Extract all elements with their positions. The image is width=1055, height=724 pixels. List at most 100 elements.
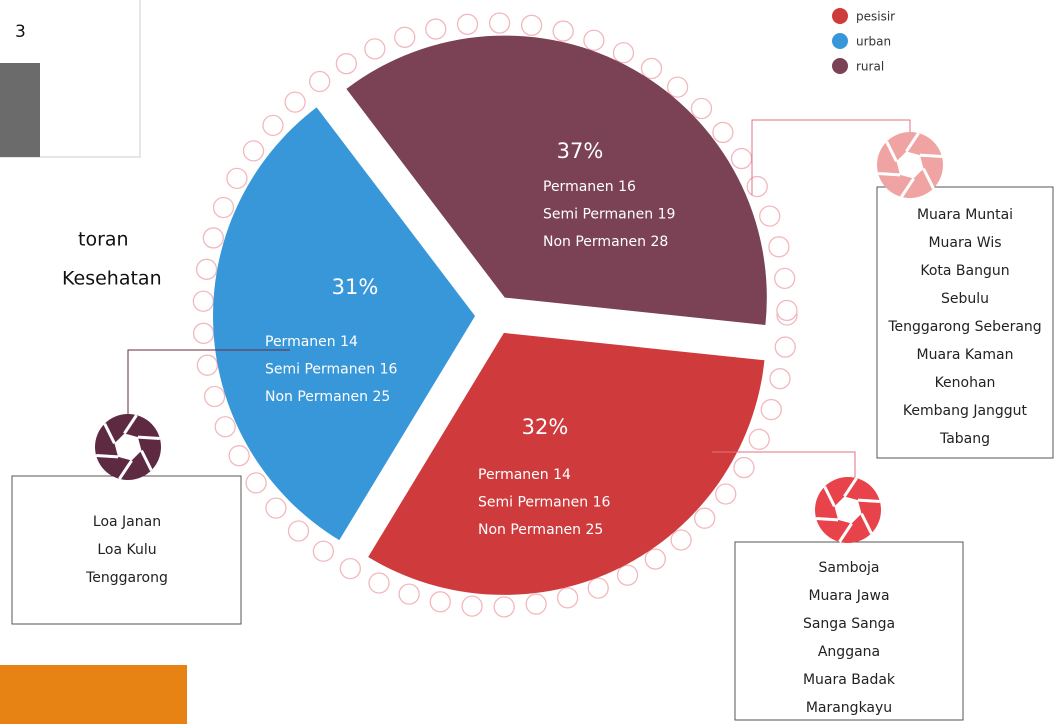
legend-label: rural xyxy=(856,60,884,74)
place-name: Kembang Janggut xyxy=(903,403,1028,419)
slice-detail: Semi Permanen 19 xyxy=(543,207,675,223)
slice-detail: Permanen 14 xyxy=(265,334,358,350)
aperture-center xyxy=(114,433,142,461)
callout-box xyxy=(734,541,964,721)
place-name: Sebulu xyxy=(941,291,989,307)
aperture-blade xyxy=(919,153,942,158)
decor-dot xyxy=(556,587,579,609)
legend-swatch xyxy=(832,8,848,24)
slice-detail: Non Permanen 25 xyxy=(265,389,390,405)
slice-detail: Non Permanen 25 xyxy=(478,522,603,538)
slice-detail: Permanen 16 xyxy=(543,179,636,195)
decor-dot xyxy=(715,483,737,505)
decor-dot xyxy=(339,557,361,580)
legend-label: pesisir xyxy=(856,10,895,24)
decor-dot xyxy=(203,385,226,408)
slice-percent: 31% xyxy=(332,275,379,299)
decor-dot xyxy=(196,354,218,376)
aperture-center xyxy=(834,496,862,524)
decor-dot xyxy=(587,577,609,599)
decor-dot xyxy=(364,38,386,60)
aperture-blade xyxy=(118,459,133,480)
decor-dot xyxy=(226,167,248,190)
decor-dot xyxy=(398,583,420,605)
decor-dot xyxy=(552,20,574,42)
aperture-blade xyxy=(816,517,839,522)
pie-slice xyxy=(368,332,765,595)
side-text: toran xyxy=(78,229,129,251)
place-name: Marangkayu xyxy=(806,700,892,716)
slice-detail: Non Permanen 28 xyxy=(543,234,668,250)
slice-detail: Semi Permanen 16 xyxy=(265,362,397,378)
decor-dot xyxy=(284,91,306,113)
decor-dot xyxy=(425,18,447,40)
slice-percent: 32% xyxy=(522,415,569,439)
decor-dot xyxy=(265,497,287,519)
decor-dot xyxy=(461,595,483,617)
aperture-blade xyxy=(922,167,935,190)
decor-dot xyxy=(774,336,796,358)
aperture-center xyxy=(896,151,924,179)
callout-box xyxy=(11,475,242,625)
decor-dot xyxy=(640,57,663,80)
decor-dot xyxy=(394,26,416,48)
decor-dot xyxy=(214,416,236,438)
decor-dot xyxy=(245,472,267,494)
place-name: Muara Kaman xyxy=(917,347,1014,363)
decor-dot xyxy=(195,258,218,280)
side-bar xyxy=(0,63,40,157)
place-name: Kota Bangun xyxy=(920,263,1009,279)
legend-swatch xyxy=(832,58,848,74)
aperture-blade xyxy=(123,414,138,435)
decor-dot xyxy=(760,398,782,421)
decor-dot xyxy=(694,507,716,529)
decor-dot xyxy=(769,368,791,390)
decor-dot xyxy=(768,236,790,258)
decor-dot xyxy=(192,290,214,312)
place-name: Muara Muntai xyxy=(917,207,1013,223)
legend-label: urban xyxy=(856,35,891,49)
aperture-blade xyxy=(900,177,915,198)
decor-dot xyxy=(335,53,358,75)
slice-percent: 37% xyxy=(557,139,604,163)
place-name: Sanga Sanga xyxy=(803,616,895,632)
decor-dot xyxy=(774,267,796,290)
decor-dot xyxy=(712,121,734,144)
aperture-blade xyxy=(103,422,116,445)
aperture-blade xyxy=(878,172,901,177)
callout-box xyxy=(876,186,1054,459)
place-name: Tenggarong Seberang xyxy=(887,319,1041,335)
decor-dot xyxy=(616,564,639,586)
decor-dot xyxy=(456,13,479,35)
callout-line xyxy=(712,451,856,480)
aperture-blade xyxy=(838,522,853,543)
decor-dot xyxy=(690,97,713,120)
place-name: Muara Jawa xyxy=(808,588,889,604)
decor-dot xyxy=(776,299,798,322)
decor-dot xyxy=(670,529,692,551)
aperture-blade xyxy=(140,449,153,472)
decor-dot xyxy=(228,445,250,467)
callout-line xyxy=(127,349,290,420)
decor-dot xyxy=(748,428,770,450)
decor-dot xyxy=(733,456,755,479)
place-name: Loa Kulu xyxy=(97,542,156,558)
place-name: Anggana xyxy=(818,644,880,660)
place-name: Tabang xyxy=(939,431,990,447)
aperture-blade xyxy=(857,498,880,503)
aperture-blade xyxy=(843,477,858,498)
decor-dot xyxy=(583,29,605,51)
pie-slice xyxy=(213,107,476,541)
decor-dot xyxy=(730,147,753,170)
place-name: Kenohan xyxy=(935,375,996,391)
decor-dot xyxy=(759,205,781,227)
aperture-blade xyxy=(885,140,898,163)
slice-detail: Permanen 14 xyxy=(478,467,571,483)
aperture-blade xyxy=(905,132,920,153)
decor-dot xyxy=(493,596,515,618)
place-name: Muara Wis xyxy=(928,235,1001,251)
slice-detail: Semi Permanen 16 xyxy=(478,495,610,511)
place-name: Samboja xyxy=(818,560,879,576)
legend-swatch xyxy=(832,33,848,49)
